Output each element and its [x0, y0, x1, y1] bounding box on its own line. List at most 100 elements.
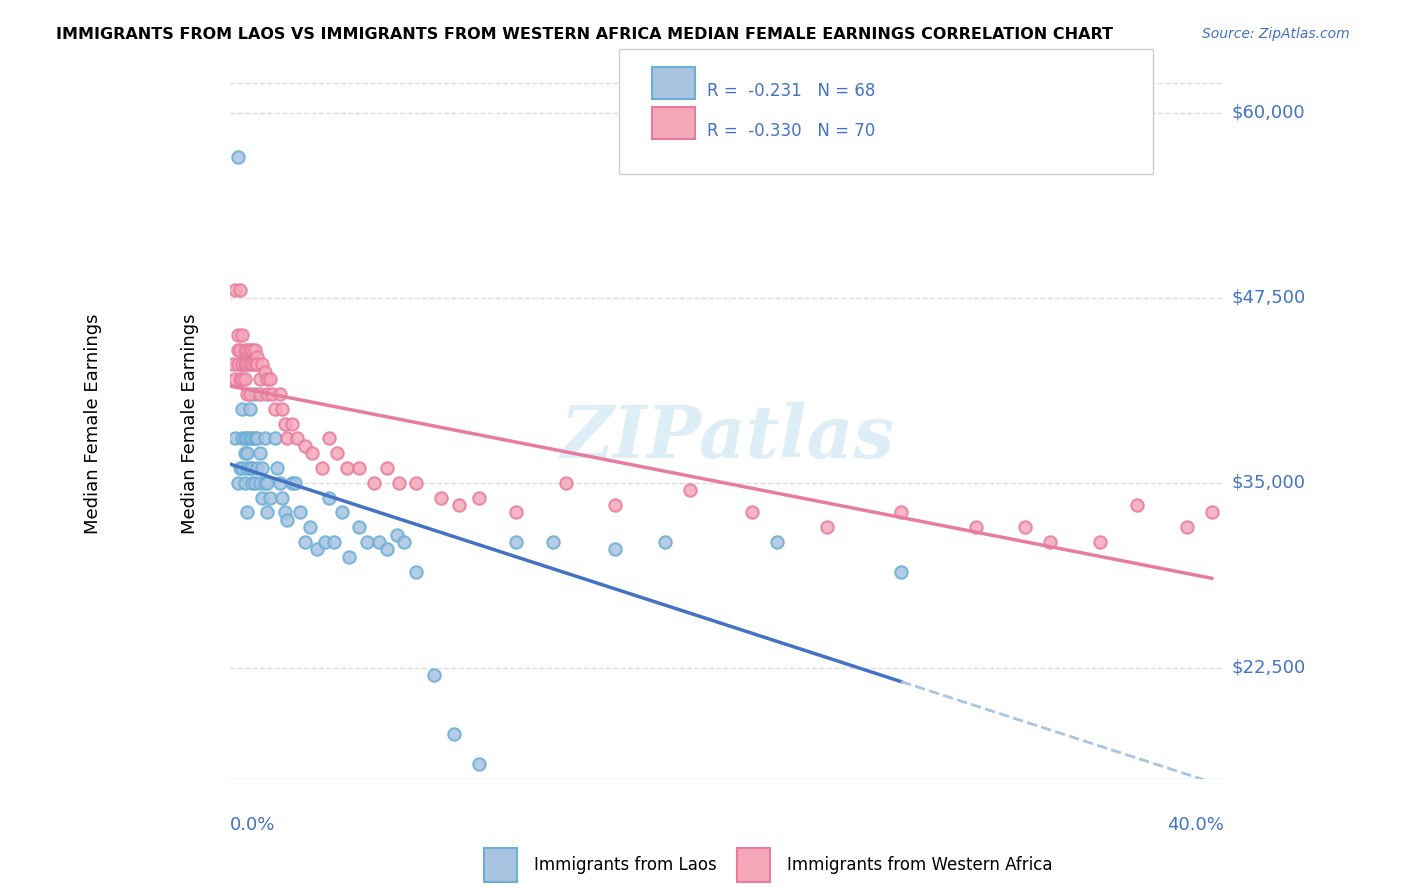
Point	[276, 513, 298, 527]
Point	[269, 387, 291, 401]
Text: $35,000: $35,000	[1232, 474, 1306, 491]
Point	[294, 439, 316, 453]
Text: $22,500: $22,500	[1232, 658, 1306, 677]
Point	[741, 505, 763, 519]
Point	[233, 372, 256, 386]
Point	[252, 491, 274, 505]
Text: $47,500: $47,500	[1232, 289, 1306, 307]
Text: Immigrants from Western Africa: Immigrants from Western Africa	[787, 856, 1053, 874]
Text: Source: ZipAtlas.com: Source: ZipAtlas.com	[1202, 27, 1350, 41]
Point	[314, 535, 336, 549]
Point	[239, 358, 262, 372]
Point	[392, 535, 415, 549]
Point	[284, 475, 307, 490]
Text: 0.0%: 0.0%	[231, 815, 276, 834]
Point	[447, 498, 470, 512]
Point	[231, 461, 253, 475]
Point	[363, 475, 385, 490]
Point	[301, 446, 323, 460]
Point	[224, 284, 246, 298]
Point	[1201, 505, 1223, 519]
Point	[249, 372, 271, 386]
Point	[336, 461, 359, 475]
Point	[375, 542, 398, 557]
Text: Immigrants from Laos: Immigrants from Laos	[534, 856, 717, 874]
Point	[239, 431, 262, 445]
Point	[271, 401, 294, 416]
Point	[224, 431, 246, 445]
Point	[349, 461, 371, 475]
Point	[229, 343, 252, 357]
Point	[233, 343, 256, 357]
Point	[231, 372, 253, 386]
Point	[423, 668, 446, 682]
Point	[226, 358, 249, 372]
Point	[236, 431, 259, 445]
Point	[233, 446, 256, 460]
Point	[259, 491, 281, 505]
Point	[294, 535, 316, 549]
Point	[239, 387, 262, 401]
Point	[231, 358, 253, 372]
Point	[405, 565, 427, 579]
Point	[285, 431, 308, 445]
Text: Median Female Earnings: Median Female Earnings	[84, 313, 103, 533]
Point	[229, 284, 252, 298]
Point	[605, 542, 627, 557]
Point	[1039, 535, 1062, 549]
Point	[226, 475, 249, 490]
Point	[243, 343, 266, 357]
Point	[239, 401, 262, 416]
Point	[766, 535, 789, 549]
Point	[890, 505, 912, 519]
Point	[249, 387, 271, 401]
Point	[679, 483, 702, 497]
Point	[231, 401, 253, 416]
Point	[221, 358, 243, 372]
Point	[253, 365, 276, 379]
Point	[236, 461, 259, 475]
Point	[226, 343, 249, 357]
Point	[505, 535, 527, 549]
Point	[229, 358, 252, 372]
Point	[249, 446, 271, 460]
Point	[318, 491, 340, 505]
Point	[326, 446, 349, 460]
Point	[266, 461, 288, 475]
Point	[256, 475, 278, 490]
Point	[252, 461, 274, 475]
Point	[253, 475, 276, 490]
Point	[965, 520, 987, 534]
Point	[467, 491, 489, 505]
Point	[242, 431, 264, 445]
Point	[239, 461, 262, 475]
Point	[242, 343, 264, 357]
Point	[269, 475, 291, 490]
Point	[226, 327, 249, 342]
Point	[271, 491, 294, 505]
Point	[281, 475, 304, 490]
Point	[405, 475, 427, 490]
Text: Median Female Earnings: Median Female Earnings	[181, 313, 200, 533]
Point	[246, 350, 269, 364]
Point	[236, 387, 259, 401]
Point	[368, 535, 391, 549]
Point	[233, 475, 256, 490]
Text: IMMIGRANTS FROM LAOS VS IMMIGRANTS FROM WESTERN AFRICA MEDIAN FEMALE EARNINGS CO: IMMIGRANTS FROM LAOS VS IMMIGRANTS FROM …	[56, 27, 1114, 42]
Point	[276, 431, 298, 445]
Point	[242, 475, 264, 490]
Point	[307, 542, 329, 557]
Point	[1126, 498, 1149, 512]
Point	[375, 461, 398, 475]
Point	[229, 372, 252, 386]
Point	[224, 372, 246, 386]
Text: 40.0%: 40.0%	[1167, 815, 1225, 834]
Point	[231, 327, 253, 342]
Point	[1014, 520, 1036, 534]
Point	[467, 756, 489, 771]
Point	[243, 387, 266, 401]
Point	[243, 431, 266, 445]
Text: R =  -0.330   N = 70: R = -0.330 N = 70	[707, 122, 876, 140]
Text: $60,000: $60,000	[1232, 103, 1305, 122]
Point	[337, 549, 360, 564]
